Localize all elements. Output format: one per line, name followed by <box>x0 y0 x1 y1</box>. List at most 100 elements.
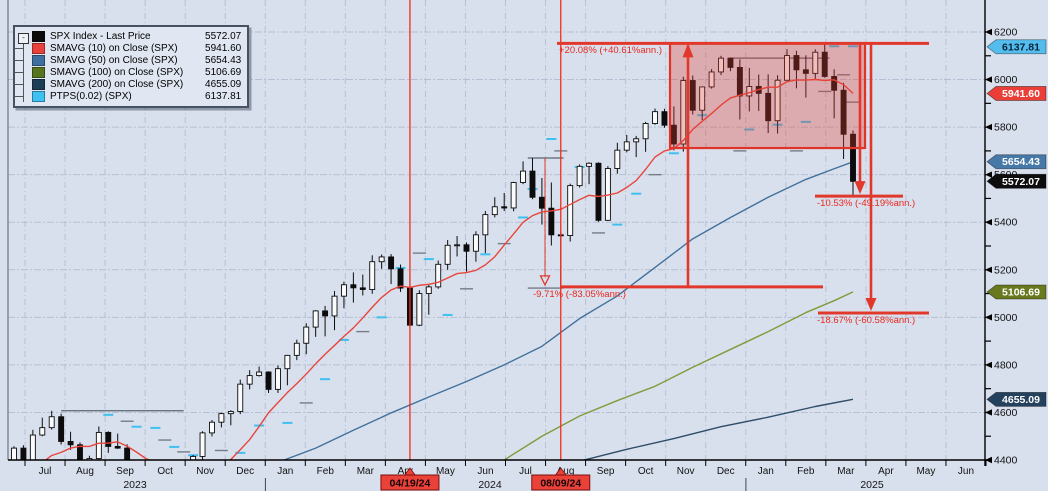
event-date-lines[interactable] <box>409 0 562 460</box>
legend-item[interactable]: SPX Index - Last Price 5572.07 <box>19 30 241 42</box>
y-axis-tick-label: 5000 <box>994 312 1018 324</box>
x-axis-month-label: Jan <box>277 466 293 477</box>
candle-down <box>831 76 838 91</box>
candle-up <box>369 261 376 290</box>
candle-down <box>727 57 734 68</box>
x-axis-month-label: May <box>916 466 935 477</box>
candle-down <box>595 162 602 221</box>
legend-tree-stub <box>14 60 23 61</box>
legend-label: SMAVG (50) on Close (SPX) <box>50 54 178 66</box>
event-date-tag <box>531 474 591 491</box>
candle-down <box>736 66 743 97</box>
study-legend-panel[interactable]: - SPX Index - Last Price 5572.07 SMAVG (10… <box>13 25 250 108</box>
price-tag-value: 5941.60 <box>1002 88 1040 100</box>
x-axis-month-label: Mar <box>357 466 375 477</box>
sma100-line <box>502 291 854 460</box>
event-date-tags[interactable]: 04/19/24 08/09/24 <box>380 467 591 491</box>
candle-down <box>689 80 696 111</box>
legend-swatch <box>32 54 45 66</box>
drawdown2-percent-label: -10.53% (-49.19%ann.) <box>817 198 915 209</box>
drawn-annotations[interactable]: +20.08% (+40.61%ann.) -9.71% (-83.05%ann.… <box>533 41 929 326</box>
legend-tree-stub <box>14 72 23 73</box>
x-axis-month-label: Feb <box>317 466 335 477</box>
candle-up <box>209 421 215 434</box>
price-tag <box>986 391 1047 407</box>
candle-up <box>435 263 442 288</box>
candle-down <box>265 371 272 390</box>
legend-item[interactable]: SMAVG (50) on Close (SPX) 5654.43 <box>14 54 242 66</box>
legend-item[interactable]: SMAVG (100) on Close (SPX) 5106.69 <box>14 66 241 78</box>
candle-up <box>680 80 687 145</box>
price-tag <box>986 173 1047 189</box>
candle-up <box>227 411 234 415</box>
candle-up <box>482 214 489 236</box>
candle-up <box>586 162 592 167</box>
candle-up <box>218 413 225 423</box>
legend-tree-line <box>23 40 24 102</box>
x-axis-month-label: Jun <box>477 466 493 477</box>
legend-item[interactable]: SMAVG (200) on Close (SPX) 4655.09 <box>14 78 242 90</box>
drawdown3-percent-label: -18.67% (-60.58%ann.) <box>817 315 915 326</box>
price-tag-value: 6137.81 <box>1002 41 1040 53</box>
x-axis-year-label: 2023 <box>123 479 147 491</box>
price-tags: 6137.81 5941.60 5654.43 5572.07 5106.69 4655.… <box>986 39 1047 407</box>
candle-down <box>114 445 121 449</box>
x-axis-month-label: Apr <box>878 466 894 477</box>
sma50-line <box>282 161 854 460</box>
legend-label: PTPS(0.02) (SPX) <box>50 90 132 102</box>
y-axis-tick-label: 5400 <box>994 217 1018 229</box>
legend-swatch <box>32 78 45 90</box>
candle-down <box>463 244 470 252</box>
candle-up <box>444 244 451 265</box>
candle-up <box>95 431 102 460</box>
x-axis-month-label: Sep <box>597 466 615 477</box>
legend-swatch <box>32 66 45 78</box>
candle-down <box>670 124 677 145</box>
candle-up <box>416 293 423 326</box>
candle-up <box>256 371 263 377</box>
legend-value: 4655.09 <box>205 78 242 90</box>
x-axis-month-label: Nov <box>677 466 695 477</box>
legend-swatch <box>32 30 45 42</box>
y-axis-tick-label: 5800 <box>994 122 1018 134</box>
candle-up <box>718 57 724 73</box>
legend-item[interactable]: PTPS(0.02) (SPX) 6137.81 <box>14 90 241 102</box>
candle-up <box>510 182 517 209</box>
legend-label: SMAVG (10) on Close (SPX) <box>50 42 178 54</box>
x-axis-month-label: Nov <box>196 466 214 477</box>
candle-up <box>633 138 640 143</box>
candle-up <box>11 447 17 460</box>
candle-up <box>340 284 347 297</box>
price-tag <box>986 284 1047 300</box>
candle-down <box>77 444 83 460</box>
highlight-range-box <box>668 42 867 150</box>
sma200-line <box>581 398 854 460</box>
legend-label: SMAVG (100) on Close (SPX) <box>50 66 184 78</box>
candle-down <box>840 89 847 135</box>
candle-up <box>275 368 281 390</box>
legend-value: 5654.43 <box>205 54 242 66</box>
candle-down <box>661 111 668 126</box>
x-axis-month-label: Dec <box>236 466 254 477</box>
event-date-tag <box>380 474 440 491</box>
legend-value: 5941.60 <box>205 42 242 54</box>
candle-down <box>105 431 112 447</box>
candle-up <box>29 434 36 460</box>
legend-item[interactable]: SMAVG (10) on Close (SPX) 5941.60 <box>14 42 242 54</box>
candle-up <box>567 185 574 236</box>
legend-tree-stub <box>14 96 23 97</box>
legend-collapse-icon[interactable]: - <box>18 33 29 44</box>
price-tag-value: 5654.43 <box>1002 156 1040 168</box>
candle-down <box>765 92 772 122</box>
candle-up <box>303 326 310 344</box>
candle-up <box>642 123 649 140</box>
candle-down <box>501 206 508 209</box>
candlesticks <box>11 44 856 460</box>
up-arrow-icon <box>682 43 694 58</box>
candle-down <box>802 69 809 74</box>
candle-up <box>246 375 253 385</box>
y-axis-tick-label: 4400 <box>994 455 1018 467</box>
down-arrow-icon <box>865 298 877 312</box>
